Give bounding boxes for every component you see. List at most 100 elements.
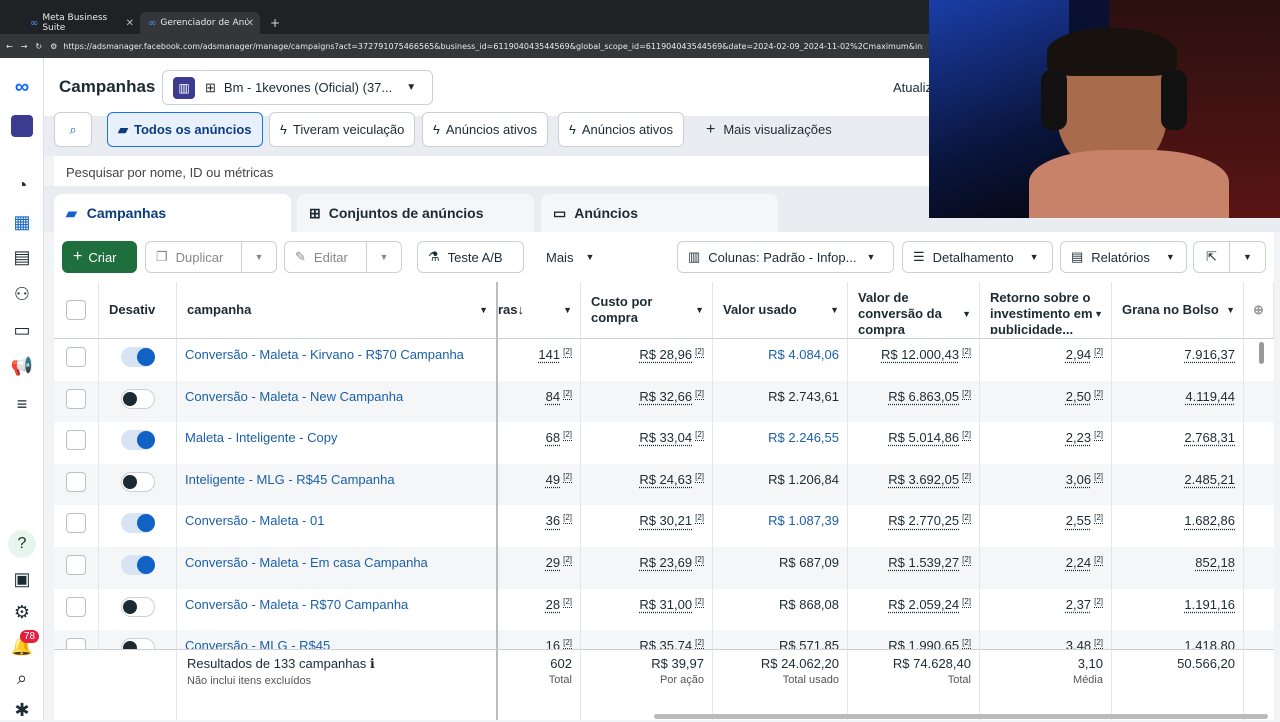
chevron-down-icon: ▼	[1094, 309, 1103, 319]
table-row[interactable]: Conversão - Maleta - Kirvano - R$70 Camp…	[54, 339, 1274, 381]
duplicate-dropdown[interactable]: ▼	[241, 241, 277, 273]
more-views-button[interactable]: + Mais visualizações	[706, 120, 832, 138]
export-dropdown[interactable]: ▼	[1229, 241, 1266, 273]
pages-icon[interactable]: ▤	[13, 246, 31, 267]
filter-active-ads-2[interactable]: ϟ Anúncios ativos	[558, 112, 684, 147]
campaign-name-link[interactable]: Conversão - Maleta - R$70 Campanha	[177, 588, 498, 631]
columns-button[interactable]: ▥ Colunas: Padrão - Infop... ▼	[677, 241, 894, 273]
duplicate-button[interactable]: ❐ Duplicar	[145, 241, 242, 273]
export-icon[interactable]: ⇱	[1193, 241, 1230, 273]
row-checkbox[interactable]	[66, 347, 86, 367]
info-icon[interactable]: ℹ	[369, 656, 375, 671]
menu-icon[interactable]: ≡	[16, 393, 28, 414]
campaign-name-link[interactable]: Maleta - Inteligente - Copy	[177, 422, 498, 464]
table-row[interactable]: Maleta - Inteligente - Copy 68 [2] R$ 33,04…	[54, 422, 1274, 464]
close-icon[interactable]: ✕	[125, 17, 134, 29]
account-selector[interactable]: ▥ ⊞ Bm - 1kevones (Oficial) (37... ▼	[162, 70, 433, 105]
campaign-name-link[interactable]: Conversão - Maleta - Em casa Campanha	[177, 547, 498, 589]
audience-icon[interactable]: ⚇	[13, 283, 31, 304]
row-checkbox[interactable]	[66, 555, 86, 575]
conversion-value-cell: R$ 1.539,27 [2]	[848, 547, 980, 589]
forward-icon[interactable]: →	[20, 41, 28, 51]
row-checkbox-cell	[54, 505, 99, 547]
bug-icon[interactable]: ✱	[14, 699, 30, 720]
campaign-name-link[interactable]: Conversão - Maleta - New Campanha	[177, 380, 498, 423]
billing-icon[interactable]: ▭	[13, 319, 31, 340]
column-header-spent[interactable]: Valor usado ▼	[713, 282, 848, 339]
site-info-icon[interactable]: ⚙	[50, 41, 58, 51]
browser-tab-1[interactable]: ∞ Meta Business Suite ✕	[30, 13, 134, 33]
reload-icon[interactable]: ↻	[35, 41, 43, 51]
back-icon[interactable]: ←	[6, 41, 13, 51]
table-row[interactable]: Conversão - Maleta - R$70 Campanha 28 [2] R…	[54, 588, 1274, 631]
roas-cell: 2,24 [2]	[980, 547, 1112, 589]
column-header-cost[interactable]: Custo por compra ▼	[581, 282, 713, 339]
table-row[interactable]: Conversão - Maleta - New Campanha 84 [2] R$…	[54, 380, 1274, 423]
avatar[interactable]	[10, 114, 34, 138]
create-button[interactable]: + Criar	[62, 241, 137, 273]
campaign-name-link[interactable]: Inteligente - MLG - R$45 Campanha	[177, 463, 498, 506]
dashboard-icon[interactable]: ◔	[16, 174, 28, 195]
search-icon[interactable]: ⌕	[16, 667, 28, 688]
tab-ads[interactable]: ▭ Anúncios	[541, 194, 778, 232]
tab-campaigns[interactable]: ▰ Campanhas	[54, 194, 291, 232]
column-header-campaign[interactable]: campanha ▼	[177, 282, 498, 339]
campaign-toggle[interactable]	[120, 430, 155, 451]
more-button[interactable]: Mais ▼	[536, 241, 605, 273]
table-row[interactable]: Conversão - Maleta - Em casa Campanha 29[…	[54, 547, 1274, 589]
chevron-down-icon: ▼	[866, 252, 876, 262]
table-row[interactable]: Conversão - Maleta - 01 36 [2] R$ 30,21 [2] R…	[54, 505, 1274, 547]
help-icon[interactable]: ?	[8, 530, 36, 558]
chevron-down-icon: ▼	[695, 305, 704, 315]
row-checkbox-cell	[54, 339, 99, 381]
ab-test-button[interactable]: ⚗ Teste A/B	[417, 241, 524, 273]
browser-tab-2[interactable]: ∞Gerenciador de Anúncios - Ger✕	[140, 12, 260, 34]
tab-adsets[interactable]: ⊞ Conjuntos de anúncios	[297, 194, 534, 232]
update-button[interactable]: Atualiz	[893, 80, 933, 95]
report-icon: ▤	[1071, 249, 1084, 264]
chevron-down-icon: ▼	[479, 305, 488, 315]
filter-all-ads[interactable]: ▰ Todos os anúncios	[107, 112, 263, 147]
column-header-grana-no-bolso[interactable]: Grana no Bolso ▼	[1112, 282, 1244, 339]
news-icon[interactable]: ▣	[13, 568, 31, 589]
campaign-toggle[interactable]	[120, 596, 155, 617]
row-checkbox[interactable]	[66, 596, 86, 617]
new-tab-button[interactable]: +	[270, 16, 281, 30]
campaign-name-link[interactable]: Conversão - Maleta - 01	[177, 505, 498, 547]
horizontal-scrollbar[interactable]	[654, 714, 1268, 719]
table-row[interactable]: Inteligente - MLG - R$45 Campanha 49 [2] R$…	[54, 463, 1274, 506]
campaign-toggle[interactable]	[120, 388, 155, 409]
breakdown-button[interactable]: ☰ Detalhamento ▼	[902, 241, 1053, 273]
filter-active-ads[interactable]: ϟ Anúncios ativos	[422, 112, 548, 147]
close-icon[interactable]: ✕	[245, 17, 254, 29]
search-button[interactable]: ⌕	[54, 112, 92, 147]
row-checkbox[interactable]	[66, 388, 86, 409]
campaign-toggle[interactable]	[120, 347, 155, 367]
reports-button[interactable]: ▤ Relatórios ▼	[1060, 241, 1187, 273]
add-column-icon[interactable]: ⊕	[1244, 282, 1274, 339]
row-checkbox-cell	[54, 380, 99, 423]
footer-spacer	[54, 650, 177, 720]
row-checkbox[interactable]	[66, 430, 86, 451]
gear-icon[interactable]: ⚙	[13, 601, 31, 622]
campaign-toggle[interactable]	[120, 471, 155, 492]
column-header-conversion-value[interactable]: Valor de conversão da compra ▼	[848, 282, 980, 339]
select-all-checkbox[interactable]	[66, 300, 86, 320]
meta-logo-icon[interactable]: ∞	[14, 75, 30, 98]
row-checkbox[interactable]	[66, 471, 86, 492]
column-header-results[interactable]: ras↓ ▼	[498, 282, 581, 339]
vertical-scrollbar[interactable]	[1259, 342, 1264, 364]
edit-dropdown[interactable]: ▼	[366, 241, 402, 273]
campaign-toggle[interactable]	[120, 513, 155, 534]
grana-no-bolso-cell: 1.191,16	[1112, 588, 1244, 631]
megaphone-icon[interactable]: 📢	[10, 355, 34, 376]
roas-cell: 2,94 [2]	[980, 339, 1112, 381]
edit-button[interactable]: ✎ Editar	[284, 241, 367, 273]
campaign-toggle[interactable]	[120, 555, 155, 575]
column-header-toggle[interactable]: Desativ	[99, 282, 177, 339]
campaign-name-link[interactable]: Conversão - Maleta - Kirvano - R$70 Camp…	[177, 339, 498, 381]
column-header-roas[interactable]: Retorno sobre o investimento em publicid…	[980, 282, 1112, 339]
row-checkbox[interactable]	[66, 513, 86, 534]
ads-manager-table-icon[interactable]: ▦	[13, 211, 31, 232]
filter-delivered[interactable]: ϟ Tiveram veiculação	[269, 112, 416, 147]
